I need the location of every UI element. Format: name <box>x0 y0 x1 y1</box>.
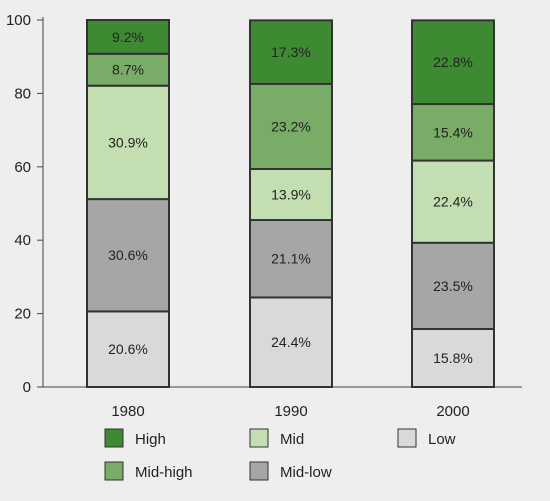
data-label: 30.6% <box>108 247 148 263</box>
bar-segment <box>249 82 333 171</box>
data-label: 30.9% <box>108 134 148 150</box>
bar-segment <box>86 19 170 55</box>
bar-segment <box>411 19 495 106</box>
y-tick-label: 20 <box>14 306 31 323</box>
legend-swatch <box>104 428 124 448</box>
bar-segment <box>249 19 333 85</box>
legend-label: Mid-high <box>135 464 193 481</box>
bar-segment <box>411 328 495 389</box>
bar-segment <box>411 241 495 331</box>
legend-swatch <box>104 461 124 481</box>
bar-segment <box>86 310 170 389</box>
data-label: 24.4% <box>271 334 311 350</box>
legend-label: High <box>135 431 166 448</box>
x-tick-label: 1980 <box>111 403 144 420</box>
legend-label: Low <box>428 431 456 448</box>
data-label: 17.3% <box>271 44 311 60</box>
y-tick-label: 80 <box>14 85 31 102</box>
data-label: 13.9% <box>271 187 311 203</box>
y-tick-label: 100 <box>6 12 31 29</box>
y-tick-label: 40 <box>14 232 31 249</box>
legend-swatch <box>397 428 417 448</box>
data-label: 23.5% <box>433 278 473 294</box>
y-tick-label: 60 <box>14 159 31 176</box>
data-label: 15.4% <box>433 124 473 140</box>
data-label: 20.6% <box>108 341 148 357</box>
legend-swatch <box>249 428 269 448</box>
data-label: 21.1% <box>271 251 311 267</box>
legend-swatch <box>249 461 269 481</box>
legend-label: Mid-low <box>280 464 332 481</box>
data-label: 22.4% <box>433 194 473 210</box>
bar-segment <box>249 168 333 222</box>
data-label: 15.8% <box>433 350 473 366</box>
data-label: 8.7% <box>112 62 144 78</box>
legend-label: Mid <box>280 431 304 448</box>
data-label: 9.2% <box>112 29 144 45</box>
y-tick-label: 0 <box>23 379 31 396</box>
x-tick-label: 2000 <box>436 403 469 420</box>
data-label: 23.2% <box>271 118 311 134</box>
bar-segment <box>411 159 495 244</box>
bar-segment <box>86 198 170 313</box>
bar-segment <box>86 84 170 201</box>
data-label: 22.8% <box>433 54 473 70</box>
x-tick-label: 1990 <box>274 403 307 420</box>
